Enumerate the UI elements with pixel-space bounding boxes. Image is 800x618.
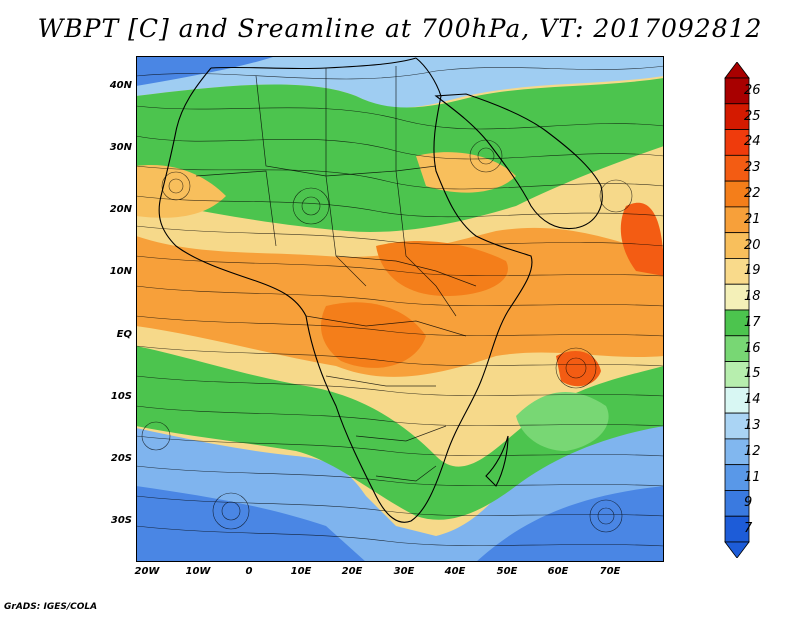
warm-core-arabian	[620, 202, 664, 276]
colorbar-label: 9	[744, 495, 753, 511]
warm-core-indian-ocean	[556, 351, 601, 387]
colorbar-label: 11	[744, 469, 761, 485]
colorbar-label: 23	[744, 160, 761, 176]
field-layer	[136, 56, 664, 562]
colorbar-swatch	[724, 232, 750, 259]
colorbar-bottom-arrow	[724, 541, 750, 558]
colorbar-label: 20	[744, 237, 761, 253]
lat-tick-30n: 30N	[109, 142, 132, 153]
colorbar-label: 18	[744, 289, 761, 305]
cold-region-north	[136, 56, 664, 108]
lon-tick-20w: 20W	[134, 566, 160, 577]
colorbar-label: 17	[744, 314, 761, 330]
colorbar-label: 13	[744, 418, 761, 433]
warm-band-north	[136, 152, 516, 218]
cold-region-south-deep	[136, 486, 664, 562]
warm-core-east-africa	[376, 241, 508, 296]
colorbar-top-arrow	[724, 62, 750, 79]
colorbar-label: 22	[744, 186, 761, 201]
lightgreen-patch	[516, 392, 609, 451]
green-band-south	[136, 346, 664, 520]
lat-tick-10n: 10N	[109, 266, 132, 277]
colorbar-swatch	[724, 335, 750, 362]
lat-tick-eq: EQ	[116, 329, 132, 340]
colorbar-swatch	[724, 361, 750, 388]
colorbar-label: 7	[744, 521, 753, 537]
green-band-north	[136, 78, 664, 232]
map-area	[136, 56, 664, 562]
lat-tick-20s: 20S	[110, 453, 132, 464]
lon-tick-10w: 10W	[185, 566, 211, 577]
colorbar-swatch	[724, 412, 750, 440]
colorbar-swatch	[724, 206, 750, 234]
colorbar-swatch	[724, 180, 750, 208]
colorbar-swatch	[724, 129, 750, 156]
lon-tick-30e: 30E	[393, 566, 415, 577]
lat-tick-20n: 20N	[109, 204, 132, 215]
lon-tick-10e: 10E	[290, 566, 312, 577]
lon-tick-0: 0	[245, 566, 253, 577]
colorbar-label: 24	[744, 134, 761, 150]
colorbar-swatch	[724, 258, 750, 285]
colorbar-label: 19	[744, 263, 761, 279]
warm-core-central	[321, 302, 426, 368]
colorbar-label: 21	[744, 211, 761, 227]
colorbar-swatch	[724, 103, 750, 130]
lon-tick-70e: 70E	[599, 566, 621, 577]
credit-label: GrADS: IGES/COLA	[4, 602, 98, 612]
map-title: WBPT [C] and Sreamline at 700hPa, VT: 20…	[37, 14, 763, 43]
country-borders	[195, 66, 477, 482]
colorbar-swatch	[724, 464, 750, 491]
lon-tick-40e: 40E	[444, 566, 466, 577]
colorbar-swatches	[724, 62, 750, 558]
colorbar-label: 26	[744, 82, 761, 98]
lat-tick-40n: 40N	[109, 80, 132, 91]
lon-tick-60e: 60E	[547, 566, 569, 577]
colorbar	[724, 62, 750, 558]
lat-tick-10s: 10S	[110, 391, 132, 402]
lon-tick-20e: 20E	[341, 566, 363, 577]
colorbar-swatch	[724, 154, 750, 182]
colorbar-swatch	[724, 386, 750, 414]
colorbar-label: 12	[744, 443, 761, 459]
colorbar-swatch	[724, 438, 750, 466]
colorbar-swatch	[724, 490, 750, 517]
colorbar-label: 14	[744, 392, 761, 408]
cold-region-nw	[136, 56, 276, 86]
colorbar-swatch	[724, 77, 750, 105]
lat-tick-30s: 30S	[110, 515, 132, 526]
colorbar-label: 15	[744, 366, 761, 382]
colorbar-label: 25	[744, 108, 761, 124]
colorbar-label: 16	[744, 340, 761, 356]
lon-tick-50e: 50E	[496, 566, 518, 577]
